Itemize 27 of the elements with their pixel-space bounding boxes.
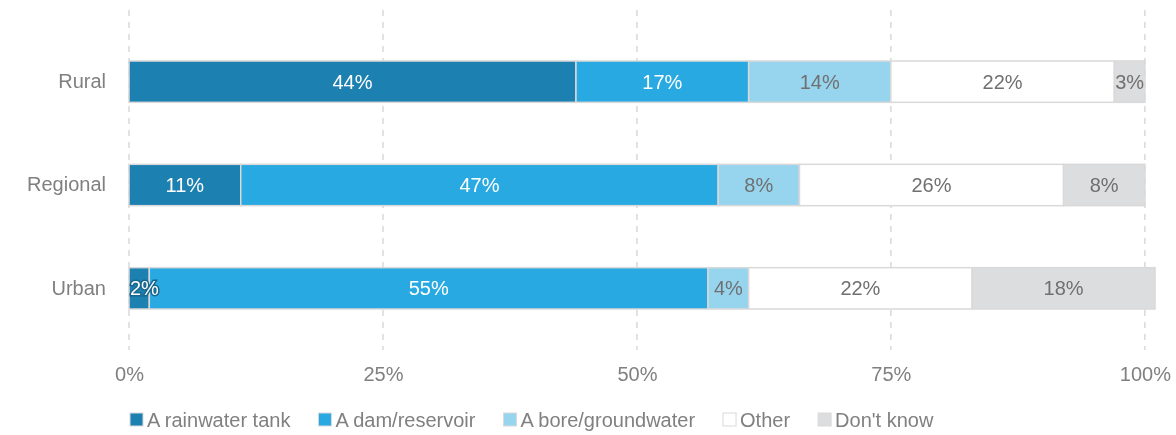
- legend-label: A dam/reservoir: [335, 409, 476, 431]
- data-label: 26%: [911, 174, 952, 196]
- data-label: 18%: [1043, 277, 1084, 300]
- data-label: 8%: [1089, 174, 1119, 196]
- data-label: 22%: [840, 277, 881, 300]
- x-tick-label: 75%: [871, 363, 912, 385]
- legend-label: Other: [740, 409, 791, 431]
- data-label: 17%: [642, 70, 683, 93]
- x-tick-label: 25%: [363, 363, 404, 385]
- y-tick-label: Urban: [51, 276, 106, 299]
- data-label: 8%: [744, 174, 774, 196]
- y-tick-label: Regional: [27, 173, 106, 196]
- y-tick-label: Rural: [58, 70, 106, 93]
- data-label: 11%: [165, 174, 205, 196]
- legend-label: A bore/groundwater: [520, 409, 696, 431]
- data-label: 4%: [713, 277, 744, 300]
- data-label: 14%: [799, 70, 840, 93]
- legend-label: A rainwater tank: [147, 409, 292, 431]
- data-label: 55%: [408, 277, 449, 300]
- x-tick-label: 50%: [617, 363, 658, 385]
- data-label: 3%: [1115, 70, 1145, 93]
- data-label: 44%: [332, 70, 373, 93]
- x-tick-label: 0%: [115, 363, 145, 385]
- legend-label: Don't know: [835, 409, 934, 431]
- data-label: 22%: [982, 70, 1023, 93]
- data-label: 47%: [459, 174, 500, 196]
- x-tick-label: 100%: [1119, 363, 1172, 385]
